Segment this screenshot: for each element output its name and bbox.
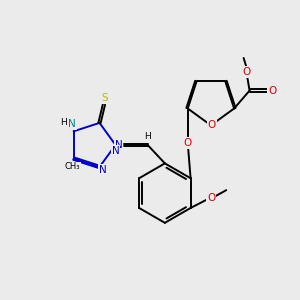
Text: O: O xyxy=(242,67,251,77)
Text: S: S xyxy=(101,93,108,103)
Text: N: N xyxy=(99,165,107,175)
Text: O: O xyxy=(268,86,277,96)
Text: H: H xyxy=(144,132,151,141)
Text: N: N xyxy=(68,119,76,130)
Text: N: N xyxy=(112,146,119,156)
Text: O: O xyxy=(208,120,216,130)
Text: N: N xyxy=(115,140,122,150)
Text: O: O xyxy=(184,138,192,148)
Text: O: O xyxy=(207,193,215,202)
Text: CH₃: CH₃ xyxy=(64,162,80,171)
Text: H: H xyxy=(60,118,67,127)
